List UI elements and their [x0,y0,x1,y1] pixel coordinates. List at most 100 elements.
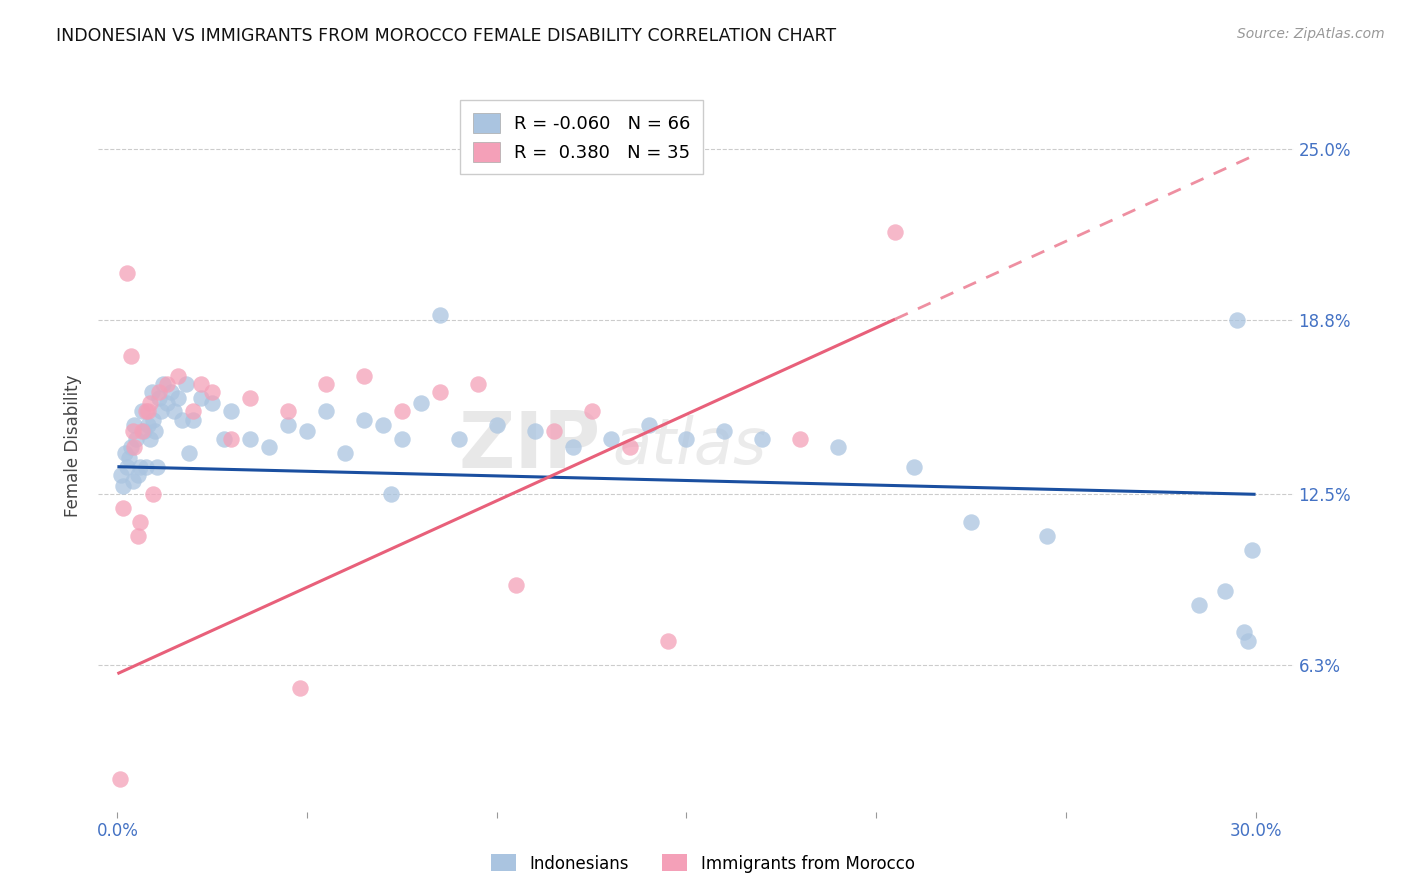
Point [903,459,925,474]
Point [1036,529,1059,543]
Point [152,376,174,391]
Point [138,432,160,446]
Point [190,391,212,405]
Point [124,418,146,433]
Text: Source: ZipAtlas.com: Source: ZipAtlas.com [1237,27,1385,41]
Point [136,418,159,433]
Point [288,681,311,695]
Point [125,432,148,446]
Point [179,446,201,460]
Point [110,772,132,786]
Point [124,441,146,455]
Point [170,413,193,427]
Point [181,404,204,418]
Point [543,424,565,438]
Point [118,451,141,466]
Point [141,385,163,400]
Point [789,432,811,446]
Point [239,432,262,446]
Point [353,368,375,383]
Point [159,385,181,400]
Legend: Indonesians, Immigrants from Morocco: Indonesians, Immigrants from Morocco [485,847,921,880]
Point [136,404,159,418]
Point [581,404,603,418]
Point [409,396,432,410]
Point [201,385,224,400]
Point [112,501,135,516]
Point [485,418,508,433]
Point [131,404,153,418]
Point [120,349,142,363]
Point [143,424,166,438]
Point [156,376,179,391]
Point [219,404,242,418]
Point [1226,313,1249,327]
Point [295,424,318,438]
Point [505,578,527,592]
Point [148,385,170,400]
Point [112,479,135,493]
Point [315,376,337,391]
Point [156,396,179,410]
Point [212,432,235,446]
Point [1237,633,1260,648]
Point [380,487,402,501]
Point [827,441,849,455]
Point [132,424,155,438]
Point [120,441,142,455]
Point [163,404,186,418]
Point [127,529,149,543]
Point [353,413,375,427]
Point [239,391,262,405]
Point [599,432,621,446]
Point [1188,598,1211,612]
Point [129,459,152,474]
Point [333,446,356,460]
Point [146,459,169,474]
Point [150,404,173,418]
Point [114,446,136,460]
Point [657,633,679,648]
Point [131,424,153,438]
Point [110,467,132,482]
Point [167,391,190,405]
Point [713,424,735,438]
Point [637,418,659,433]
Point [142,487,165,501]
Point [190,376,212,391]
Point [129,515,152,529]
Point [135,459,157,474]
Point [138,396,160,410]
Point [1233,625,1256,640]
Point [167,368,190,383]
Point [429,308,451,322]
Point [201,396,224,410]
Point [257,441,280,455]
Point [121,424,143,438]
Point [429,385,451,400]
Point [277,418,299,433]
Point [1213,583,1236,598]
Point [523,424,546,438]
Text: atlas: atlas [613,415,766,477]
Point [181,413,204,427]
Point [467,376,489,391]
Point [561,441,583,455]
Point [884,225,907,239]
Point [219,432,242,446]
Point [121,474,143,488]
Point [277,404,299,418]
Point [135,404,157,418]
Point [174,376,197,391]
Y-axis label: Female Disability: Female Disability [65,375,83,517]
Point [371,418,394,433]
Point [127,467,149,482]
Text: ZIP: ZIP [458,408,600,484]
Point [391,404,413,418]
Point [391,432,413,446]
Point [148,391,170,405]
Point [960,515,983,529]
Point [1240,542,1263,557]
Point [142,413,165,427]
Point [447,432,470,446]
